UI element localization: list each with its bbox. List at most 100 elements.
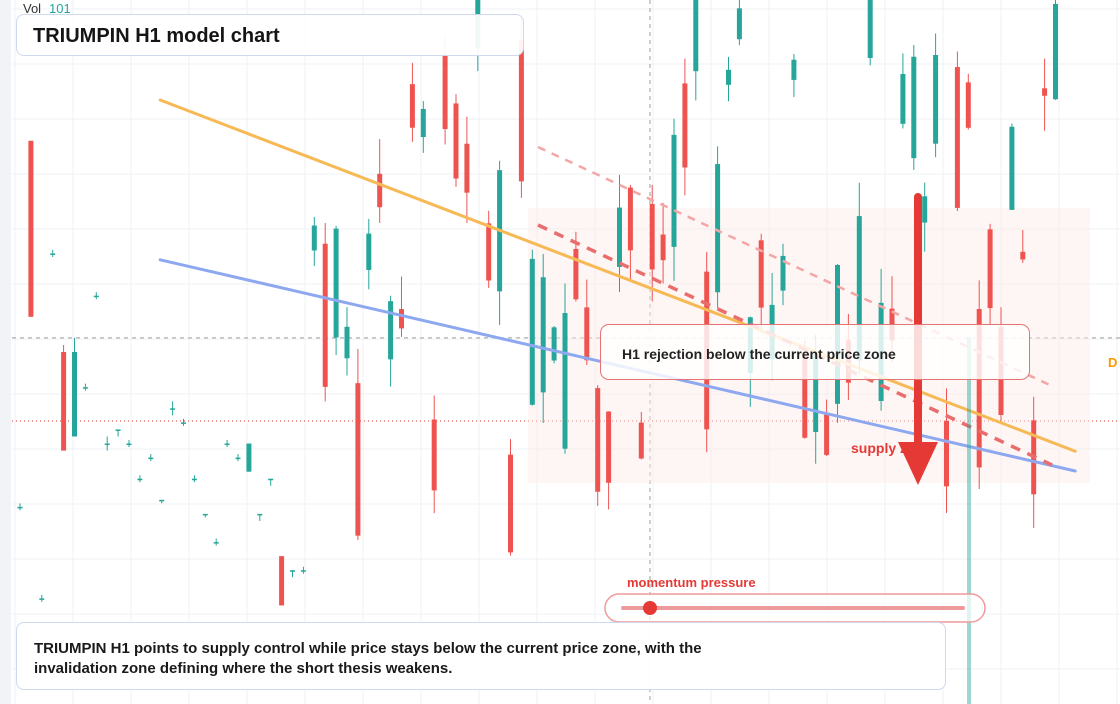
title-card: TRIUMPIN H1 model chart	[16, 14, 524, 56]
candle-body	[453, 103, 459, 179]
candle-body	[954, 67, 960, 208]
candle-body	[72, 352, 77, 437]
candle-body	[638, 422, 644, 459]
summary-card: TRIUMPIN H1 points to supply control whi…	[16, 622, 946, 690]
candle-body	[50, 253, 56, 255]
summary-text: TRIUMPIN H1 points to supply control whi…	[34, 640, 702, 677]
candle-body	[181, 422, 186, 424]
candle-body	[311, 225, 317, 251]
candle-body	[595, 388, 601, 492]
candle-body	[464, 143, 470, 193]
candle-body	[584, 307, 590, 361]
candle-body	[104, 443, 110, 446]
candle-body	[649, 203, 655, 270]
annotation-overlay	[604, 193, 986, 704]
candle-body	[682, 83, 688, 168]
edge-price-label: D	[1108, 355, 1118, 370]
candle-body	[300, 570, 306, 572]
candle-body	[606, 411, 612, 483]
candle-body	[944, 420, 949, 487]
candle-body	[573, 248, 579, 300]
chart-title: TRIUMPIN H1 model chart	[33, 25, 280, 47]
candle-body	[529, 258, 535, 405]
candle-body	[824, 413, 830, 455]
candle-body	[562, 313, 568, 449]
candle-body	[911, 56, 917, 159]
candle-body	[1042, 88, 1048, 96]
vol-value: 101	[49, 1, 71, 16]
candle-body	[922, 196, 928, 223]
candle-body	[17, 506, 23, 509]
rejection-text: H1 rejection below the current price zon…	[622, 346, 896, 362]
supply-zone-label: supply zone	[851, 440, 932, 456]
volume-highlight-bar	[967, 337, 971, 704]
candle-body	[726, 69, 731, 85]
candle-body	[627, 187, 633, 251]
candle-body	[486, 223, 492, 281]
candle-body	[1009, 126, 1015, 210]
candle-body	[1053, 3, 1058, 100]
candle-body	[224, 443, 230, 446]
candle-body	[191, 478, 197, 481]
candle-body	[933, 54, 939, 144]
candle-body	[431, 419, 437, 491]
candle-body	[148, 457, 154, 460]
candle-body	[540, 277, 546, 393]
candle-body	[344, 326, 350, 359]
candle-body	[39, 598, 45, 600]
candle-body	[28, 140, 34, 317]
left-margin	[0, 0, 11, 704]
candle-body	[976, 308, 982, 468]
candle-body	[780, 255, 786, 291]
candle-body	[61, 352, 67, 451]
candle-body	[388, 301, 394, 360]
candle-body	[1020, 251, 1026, 260]
candle-body	[442, 54, 448, 130]
candle-body	[159, 499, 165, 502]
candle-body	[333, 228, 339, 338]
candle-body	[202, 513, 208, 516]
candle-body	[115, 429, 121, 431]
candle-body	[617, 207, 622, 267]
candle-body	[965, 82, 971, 128]
candle-body	[736, 8, 742, 40]
candle-body	[377, 173, 383, 208]
candle-body	[366, 233, 372, 270]
candle-body	[279, 556, 285, 606]
candle-body	[355, 383, 361, 536]
candle-body	[802, 351, 808, 438]
candle-body	[246, 443, 252, 472]
down-arrow-head	[898, 442, 938, 485]
candle-body	[213, 542, 219, 544]
candle-body	[268, 478, 274, 481]
candle-body	[409, 84, 415, 128]
candle-body	[508, 454, 513, 553]
momentum-label: momentum pressure	[627, 575, 756, 590]
candle-body	[693, 0, 699, 72]
candle-body	[671, 134, 677, 247]
rejection-callout: H1 rejection below the current price zon…	[600, 324, 1030, 380]
momentum-knob	[643, 601, 657, 615]
candle-body	[235, 457, 241, 460]
candle-body	[758, 240, 764, 308]
candle-body	[791, 59, 797, 80]
candle-body	[987, 229, 993, 309]
candle-body	[867, 0, 873, 59]
candle-body	[137, 478, 143, 481]
candle-body	[93, 295, 99, 298]
candle-body	[660, 234, 666, 261]
candle-body	[126, 443, 132, 446]
candle-body	[813, 354, 819, 433]
candle-body	[290, 570, 295, 572]
vol-label: Vol	[23, 1, 42, 16]
candle-body	[551, 327, 557, 361]
candle-body	[399, 309, 404, 329]
channel-lower-dashed	[537, 223, 1053, 467]
candle-body	[518, 39, 524, 182]
candle-body	[257, 513, 263, 516]
trendline-orange	[158, 98, 1077, 453]
candle-body	[82, 387, 88, 389]
candle-body	[900, 73, 906, 124]
candle-body	[322, 243, 328, 387]
candle-body	[420, 108, 426, 138]
